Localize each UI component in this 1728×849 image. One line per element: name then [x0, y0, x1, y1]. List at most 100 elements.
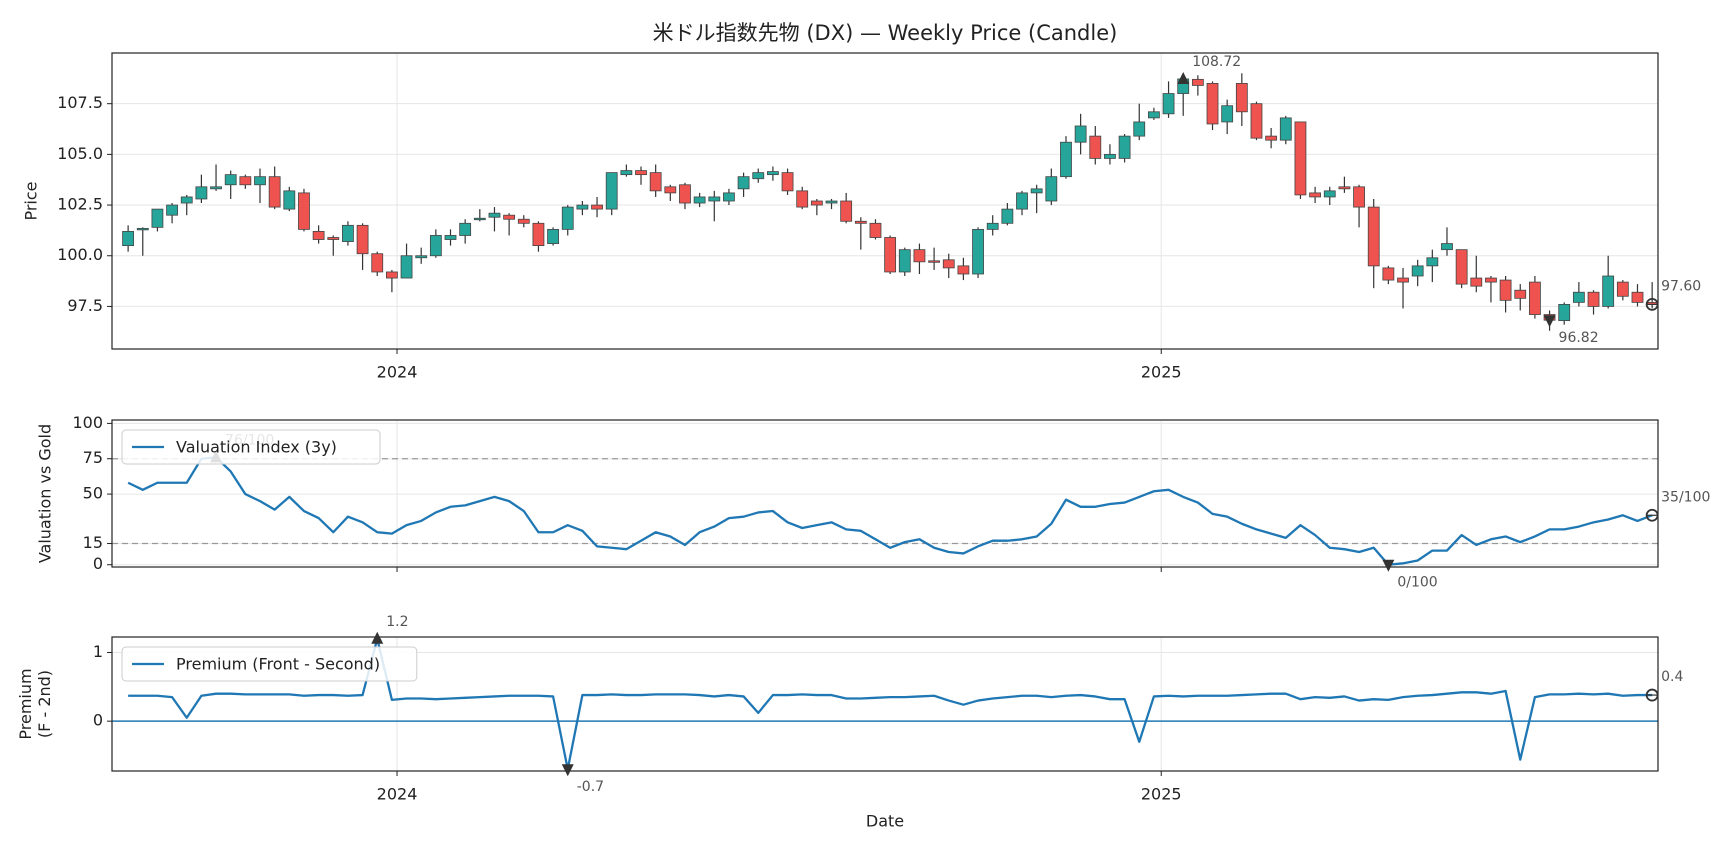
candle-body — [444, 235, 457, 240]
candle-body — [884, 237, 897, 273]
candle-body — [1426, 257, 1439, 267]
candle-body — [1572, 291, 1585, 303]
candle-body — [312, 231, 325, 240]
candle-body — [1250, 103, 1263, 139]
annotation-marker — [1543, 315, 1556, 328]
candle-body — [1411, 265, 1424, 277]
candle-body — [1529, 281, 1541, 315]
candle-body — [986, 222, 999, 230]
candle-body — [532, 222, 545, 247]
candle-body — [239, 176, 252, 186]
legend-box — [121, 429, 381, 465]
candle-body — [1485, 277, 1497, 283]
y-tick-label: 102.5 — [57, 195, 103, 214]
candle-body — [1367, 206, 1380, 267]
candle-body — [1382, 267, 1395, 281]
candle-body — [664, 186, 677, 194]
annotation-marker — [1177, 71, 1190, 84]
candle-body — [327, 237, 340, 240]
candle-body — [576, 204, 589, 210]
candle-body — [693, 196, 706, 204]
candle-body — [488, 212, 501, 218]
candle-body — [1206, 83, 1219, 125]
candle-body — [1309, 192, 1321, 198]
candle-body — [635, 170, 647, 176]
candle-body — [1397, 277, 1409, 283]
candle-body — [737, 176, 750, 190]
y-tick-label: 15 — [83, 533, 103, 552]
candle-body — [1353, 186, 1365, 208]
candle-body — [166, 204, 178, 216]
candle-body — [1045, 176, 1058, 202]
candle-body — [1558, 303, 1571, 322]
candle-body — [1602, 275, 1615, 307]
candle-body — [1441, 243, 1453, 251]
candle-body — [781, 172, 794, 192]
y-axis-label: Price — [22, 181, 41, 220]
candle-body — [400, 255, 413, 279]
candle-body — [1323, 190, 1336, 198]
candle-body — [752, 172, 765, 180]
x-tick-label: 2024 — [377, 363, 418, 382]
annotation-marker — [561, 764, 574, 777]
candle-body — [254, 176, 266, 186]
plot-frame — [111, 419, 1659, 568]
y-axis-label: (F - 2nd) — [35, 670, 54, 738]
y-tick-label: 107.5 — [57, 93, 103, 112]
candle-body — [957, 265, 970, 275]
plot-frame — [111, 636, 1659, 772]
candle-body — [1191, 78, 1204, 86]
legend-label: Premium (Front - Second) — [176, 655, 380, 674]
candle-body — [825, 200, 838, 204]
candle-body — [1016, 192, 1028, 210]
candle-body — [1162, 93, 1175, 115]
chart-title: 米ドル指数先物 (DX) — Weekly Price (Candle) — [653, 21, 1118, 45]
annotation-label: 97.60 — [1661, 278, 1701, 294]
candle-body — [591, 204, 603, 210]
candle-body — [180, 196, 193, 204]
candle-body — [620, 170, 633, 176]
candle-body — [547, 228, 559, 244]
candle-body — [371, 253, 384, 273]
candle-body — [1338, 186, 1351, 190]
candle-body — [342, 224, 354, 242]
annotation-label: 108.72 — [1192, 54, 1241, 70]
candle-body — [429, 235, 442, 257]
y-tick-label: 50 — [83, 484, 103, 503]
candle-body — [122, 231, 135, 247]
candle-body — [1074, 125, 1087, 143]
candle-body — [1089, 135, 1102, 159]
candle-body — [928, 260, 940, 263]
annotation-label: 0.4 — [1661, 669, 1683, 685]
plot-frame — [111, 52, 1659, 350]
candle-body — [679, 184, 691, 204]
x-tick-label: 2025 — [1141, 363, 1182, 382]
y-tick-label: 100.0 — [57, 245, 103, 264]
candle-body — [810, 200, 823, 206]
x-axis-label: Date — [866, 812, 904, 831]
candle-body — [708, 196, 721, 202]
annotation-label: 1.2 — [386, 614, 408, 630]
candle-body — [1060, 141, 1072, 178]
candle-body — [356, 224, 369, 255]
annotation-marker — [371, 631, 384, 644]
candle-body — [415, 255, 428, 259]
y-tick-label: 97.5 — [67, 296, 103, 315]
line-series — [127, 456, 1653, 566]
annotation-marker — [1645, 508, 1659, 522]
candle-body — [151, 208, 164, 228]
candle-body — [503, 214, 516, 220]
legend-label: Valuation Index (3y) — [176, 438, 337, 457]
candle-body — [913, 249, 926, 263]
y-axis-label: Premium — [16, 668, 35, 739]
candle-body — [972, 228, 984, 275]
candle-body — [854, 220, 867, 224]
legend-box — [121, 646, 418, 682]
annotation-label: 0/100 — [1397, 575, 1437, 591]
candle-body — [268, 176, 281, 208]
annotation-label: 96.82 — [1559, 330, 1599, 346]
candle-body — [385, 271, 398, 279]
candle-body — [1631, 291, 1644, 303]
y-tick-label: 75 — [83, 448, 103, 467]
